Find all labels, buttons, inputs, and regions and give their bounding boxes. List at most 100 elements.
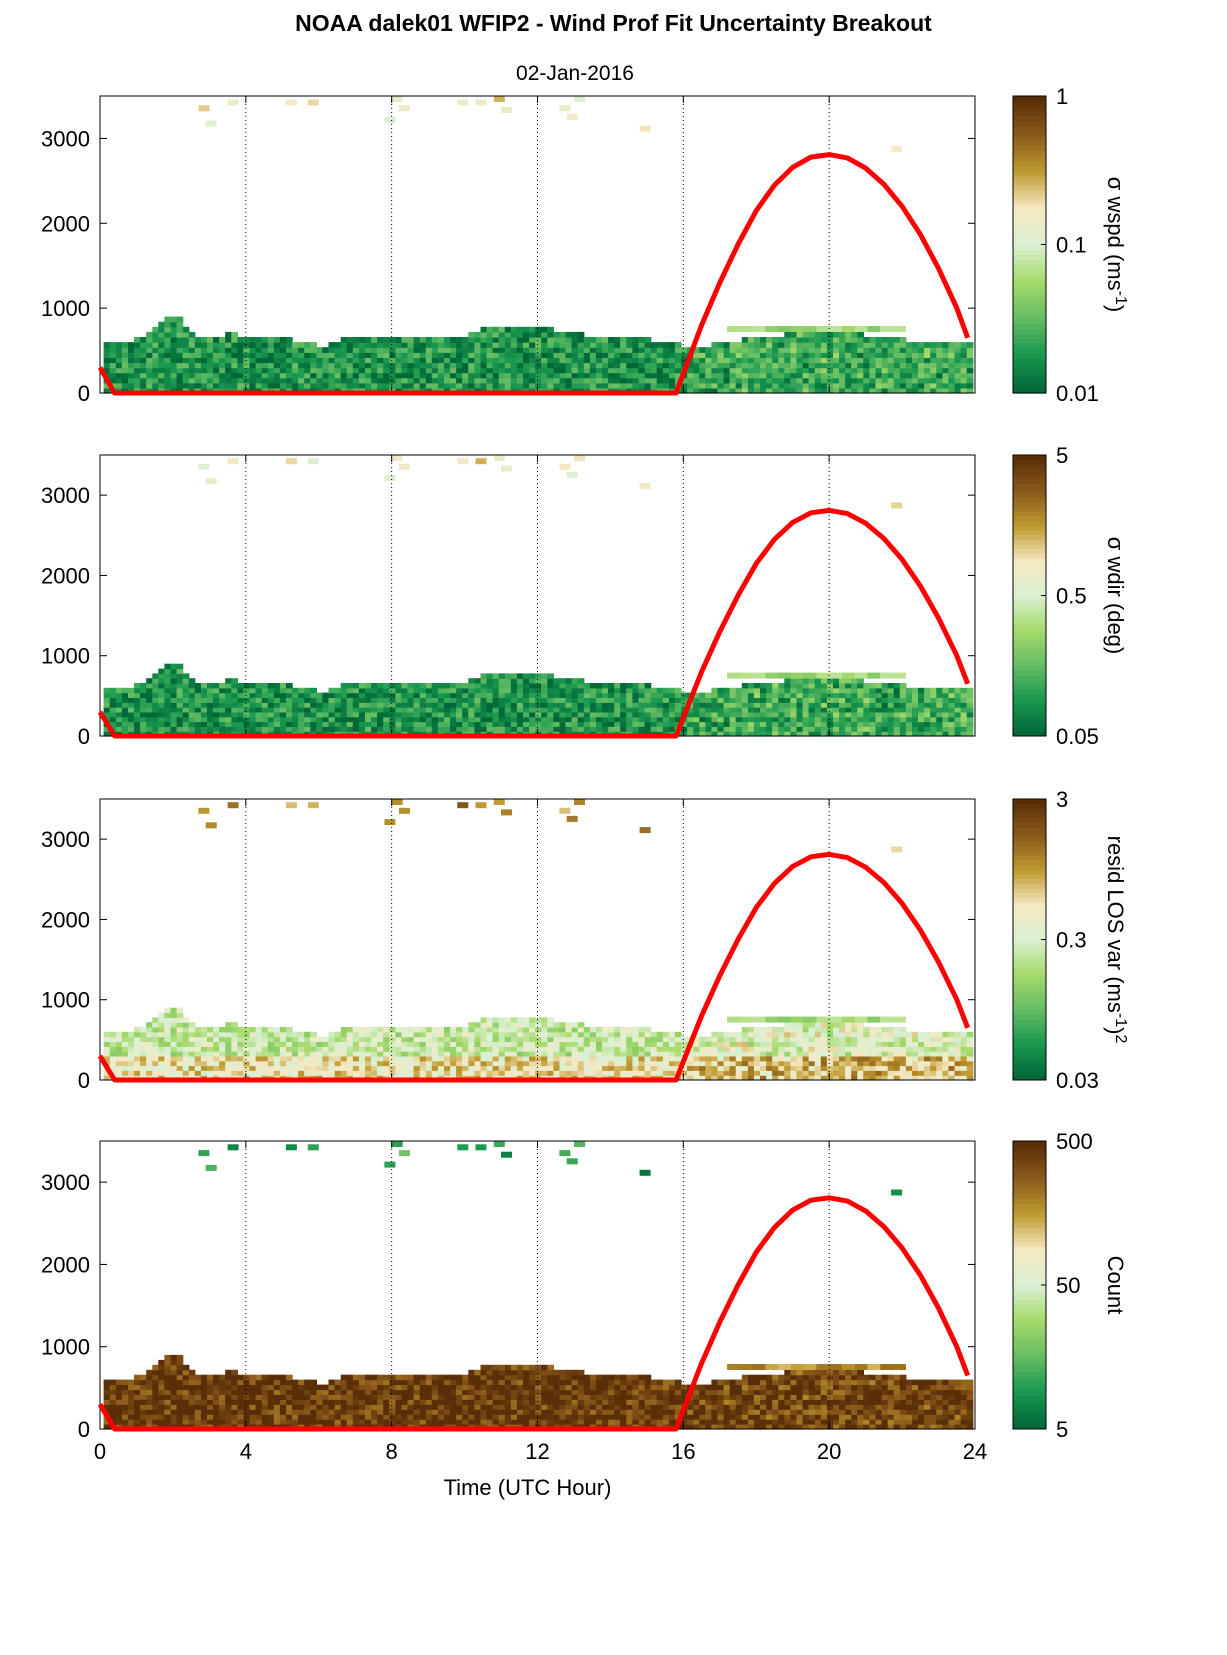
heatmap-cell — [498, 1055, 506, 1062]
heatmap-cell — [492, 377, 500, 384]
heatmap-cell — [966, 387, 974, 394]
heatmap-cell — [334, 362, 342, 369]
heatmap-cell — [693, 721, 700, 727]
heatmap-cell — [188, 357, 196, 364]
heatmap-cell — [480, 1065, 488, 1071]
aloft-cell — [891, 146, 903, 153]
heatmap-cell — [279, 697, 287, 703]
heatmap-cell — [322, 1070, 330, 1076]
heatmap-cell — [662, 362, 670, 369]
heatmap-cell — [413, 377, 421, 384]
colorbar-step — [1013, 190, 1046, 196]
heatmap-cell — [492, 716, 500, 723]
heatmap-cell — [674, 716, 682, 723]
heatmap-cell — [942, 372, 950, 379]
heatmap-cell — [924, 1036, 931, 1042]
heatmap-cell — [456, 352, 463, 358]
aloft-cell — [566, 113, 578, 120]
heatmap-cell — [948, 692, 956, 698]
heatmap-cell — [243, 687, 251, 694]
heatmap-cell — [377, 721, 384, 727]
heatmap-cell — [565, 1027, 573, 1033]
heatmap-cell — [510, 707, 518, 713]
heatmap-cell — [146, 1027, 153, 1033]
heatmap-cell — [498, 1070, 506, 1076]
heatmap-cell — [729, 357, 737, 364]
heatmap-cell — [565, 702, 573, 708]
heatmap-cell — [796, 377, 804, 384]
heatmap-cell — [492, 726, 500, 732]
heatmap-cell — [419, 687, 427, 694]
heatmap-cell — [444, 1060, 451, 1067]
heatmap-cell — [541, 683, 548, 689]
heatmap-cell — [140, 697, 147, 703]
heatmap-cell — [128, 362, 135, 369]
heatmap-cell — [529, 673, 536, 679]
heatmap-cell — [729, 731, 737, 737]
heatmap-cell — [851, 683, 858, 689]
aloft-cell — [639, 483, 651, 490]
heatmap-cell — [389, 352, 396, 358]
heatmap-cell — [279, 382, 287, 389]
heatmap-cell — [523, 678, 530, 684]
heatmap-cell — [942, 711, 950, 718]
heatmap-cell — [814, 697, 822, 703]
heatmap-cell — [255, 367, 263, 374]
heatmap-cell — [164, 382, 172, 389]
heatmap-cell — [644, 1065, 652, 1071]
heatmap-cell — [826, 1060, 834, 1067]
heatmap-cell — [225, 1065, 232, 1071]
heatmap-cell — [595, 367, 603, 374]
heatmap-cell — [437, 367, 445, 374]
heatmap-cell — [109, 721, 117, 727]
heatmap-cell — [833, 357, 840, 364]
cloud-cell — [752, 326, 766, 332]
heatmap-cell — [237, 1046, 245, 1052]
heatmap-cell — [298, 352, 305, 358]
heatmap-cell — [474, 687, 482, 694]
heatmap-cell — [213, 707, 220, 713]
heatmap-cell — [905, 367, 913, 374]
heatmap-cell — [225, 347, 232, 353]
heatmap-cell — [516, 721, 524, 727]
heatmap-cell — [760, 1031, 767, 1038]
heatmap-cell — [912, 367, 919, 374]
heatmap-cell — [784, 331, 791, 338]
heatmap-cell — [523, 702, 530, 708]
aloft-cell — [475, 99, 487, 106]
heatmap-cell — [699, 362, 706, 369]
heatmap-cell — [948, 382, 956, 389]
heatmap-cell — [687, 731, 694, 737]
heatmap-cell — [559, 726, 567, 732]
heatmap-cell — [146, 1060, 153, 1067]
heatmap-cell — [383, 692, 390, 698]
heatmap-cell — [583, 362, 591, 369]
heatmap-cell — [200, 337, 208, 343]
heatmap-cell — [893, 387, 901, 394]
heatmap-cell — [322, 692, 330, 698]
heatmap-cell — [249, 1070, 257, 1076]
heatmap-cell — [875, 726, 883, 732]
heatmap-cell — [158, 726, 165, 732]
heatmap-cell — [462, 372, 469, 379]
heatmap-cell — [948, 697, 956, 703]
heatmap-cell — [632, 702, 640, 708]
heatmap-cell — [778, 731, 785, 737]
heatmap-cell — [881, 702, 889, 708]
heatmap-cell — [468, 678, 475, 684]
heatmap-cell — [109, 707, 117, 713]
heatmap-cell — [182, 337, 190, 343]
heatmap-cell — [109, 692, 117, 698]
colorbar-step — [1013, 665, 1046, 671]
heatmap-cell — [462, 1041, 469, 1047]
heatmap-cell — [128, 1051, 135, 1057]
heatmap-cell — [778, 692, 785, 698]
heatmap-cell — [334, 1051, 342, 1057]
heatmap-cell — [255, 716, 263, 723]
heatmap-cell — [152, 326, 159, 333]
heatmap-cell — [577, 362, 585, 369]
aloft-cell — [501, 107, 512, 113]
heatmap-cell — [687, 372, 694, 379]
heatmap-cell — [547, 1070, 554, 1076]
heatmap-cell — [170, 1007, 178, 1014]
